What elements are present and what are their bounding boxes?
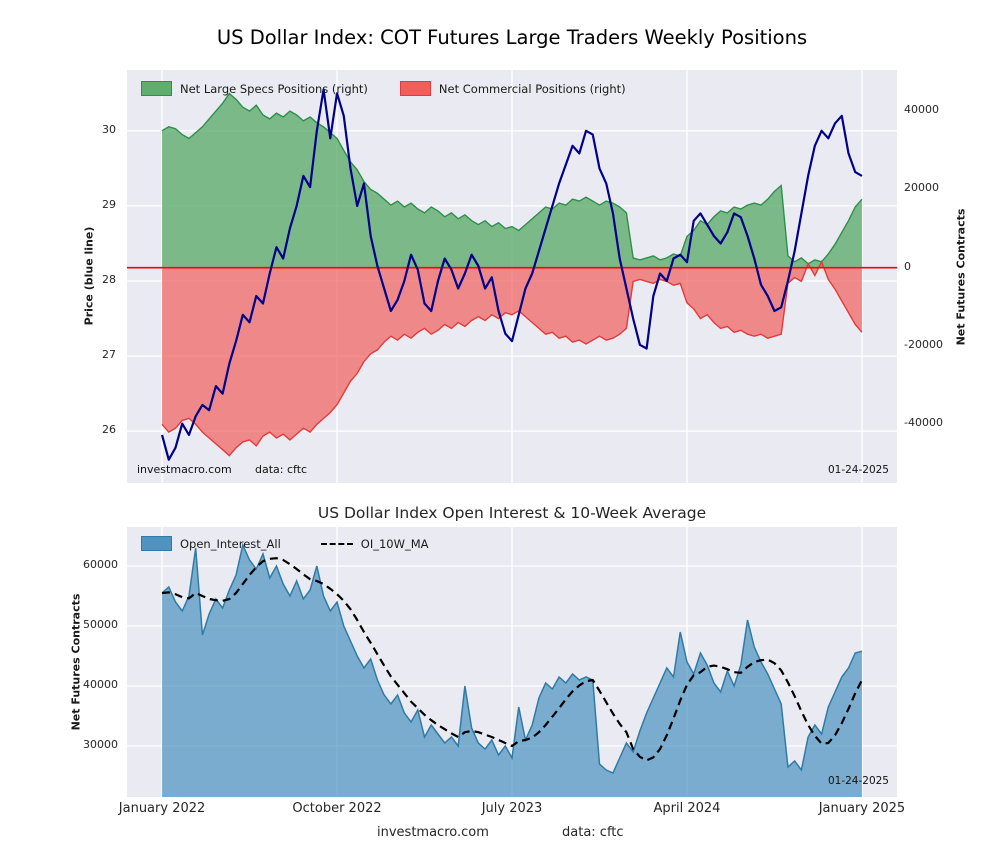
top-legend: Net Large Specs Positions (right) Net Co…: [141, 81, 626, 96]
legend-dashed-line-icon: [320, 542, 353, 545]
legend-item-ma: OI_10W_MA: [320, 536, 429, 551]
top-chart-canvas: [127, 70, 897, 483]
legend-swatch-open-interest-icon: [141, 536, 172, 551]
bottom-plot-area: Open_Interest_All OI_10W_MA 01-24-2025: [127, 527, 897, 797]
tick-label: 28: [102, 273, 116, 286]
report-date-label-bottom: 01-24-2025: [827, 775, 889, 787]
legend-label-commercial: Net Commercial Positions (right): [438, 81, 626, 96]
open-interest-area: [162, 545, 862, 797]
tick-label: January 2025: [818, 801, 906, 816]
bottom-legend: Open_Interest_All OI_10W_MA: [141, 536, 429, 551]
commercial-edge-line: [161, 260, 863, 457]
tick-label: 27: [102, 348, 116, 362]
legend-label-ma: OI_10W_MA: [360, 536, 429, 551]
tick-label: 50000: [83, 618, 118, 631]
tick-label: -20000: [904, 337, 943, 351]
bottom-chart-title: US Dollar Index Open Interest & 10-Week …: [317, 504, 707, 522]
tick-label: 40000: [83, 678, 118, 691]
legend-label-open-interest: Open_Interest_All: [180, 536, 281, 551]
tick-label: 30000: [83, 738, 118, 751]
top-plot-area: Net Large Specs Positions (right) Net Co…: [127, 70, 897, 483]
footer-site: investmacro.com: [377, 825, 489, 840]
tick-label: January 2022: [118, 801, 206, 816]
tick-label: 26: [102, 423, 116, 437]
tick-label: July 2023: [481, 801, 543, 816]
tick-label: October 2022: [292, 801, 382, 816]
chart-title: US Dollar Index: COT Futures Large Trade…: [216, 26, 808, 49]
tick-label: 40000: [904, 103, 939, 117]
specs-area: [162, 93, 862, 268]
watermark-site: investmacro.com: [137, 463, 232, 476]
open-interest-edge-line: [161, 542, 863, 774]
tick-label: April 2024: [653, 801, 721, 816]
tick-label: 30: [102, 122, 116, 136]
specs-edge-line: [161, 92, 863, 265]
bottom-chart-canvas: [127, 527, 897, 797]
bottom-y-axis-label: Net Futures Contracts: [69, 593, 83, 731]
legend-item-open-interest: Open_Interest_All: [141, 536, 281, 551]
legend-item-specs: Net Large Specs Positions (right): [141, 81, 368, 96]
legend-item-commercial: Net Commercial Positions (right): [399, 81, 626, 96]
ma-dashed-line: [161, 557, 863, 762]
report-date-label: 01-24-2025: [827, 464, 889, 476]
top-right-axis-label: Net Futures Contracts: [954, 208, 968, 346]
legend-label-specs: Net Large Specs Positions (right): [180, 81, 368, 96]
tick-label: -40000: [904, 416, 943, 430]
legend-swatch-specs-icon: [141, 81, 172, 96]
footer-source: data: cftc: [562, 825, 624, 840]
tick-label: 29: [102, 197, 116, 211]
price-line: [160, 88, 863, 461]
legend-swatch-commercial-icon: [399, 81, 431, 96]
tick-label: 0: [904, 259, 911, 273]
data-source-label: data: cftc: [255, 463, 308, 476]
tick-label: 20000: [904, 181, 939, 195]
tick-label: 60000: [83, 558, 118, 571]
commercial-area: [162, 261, 862, 456]
